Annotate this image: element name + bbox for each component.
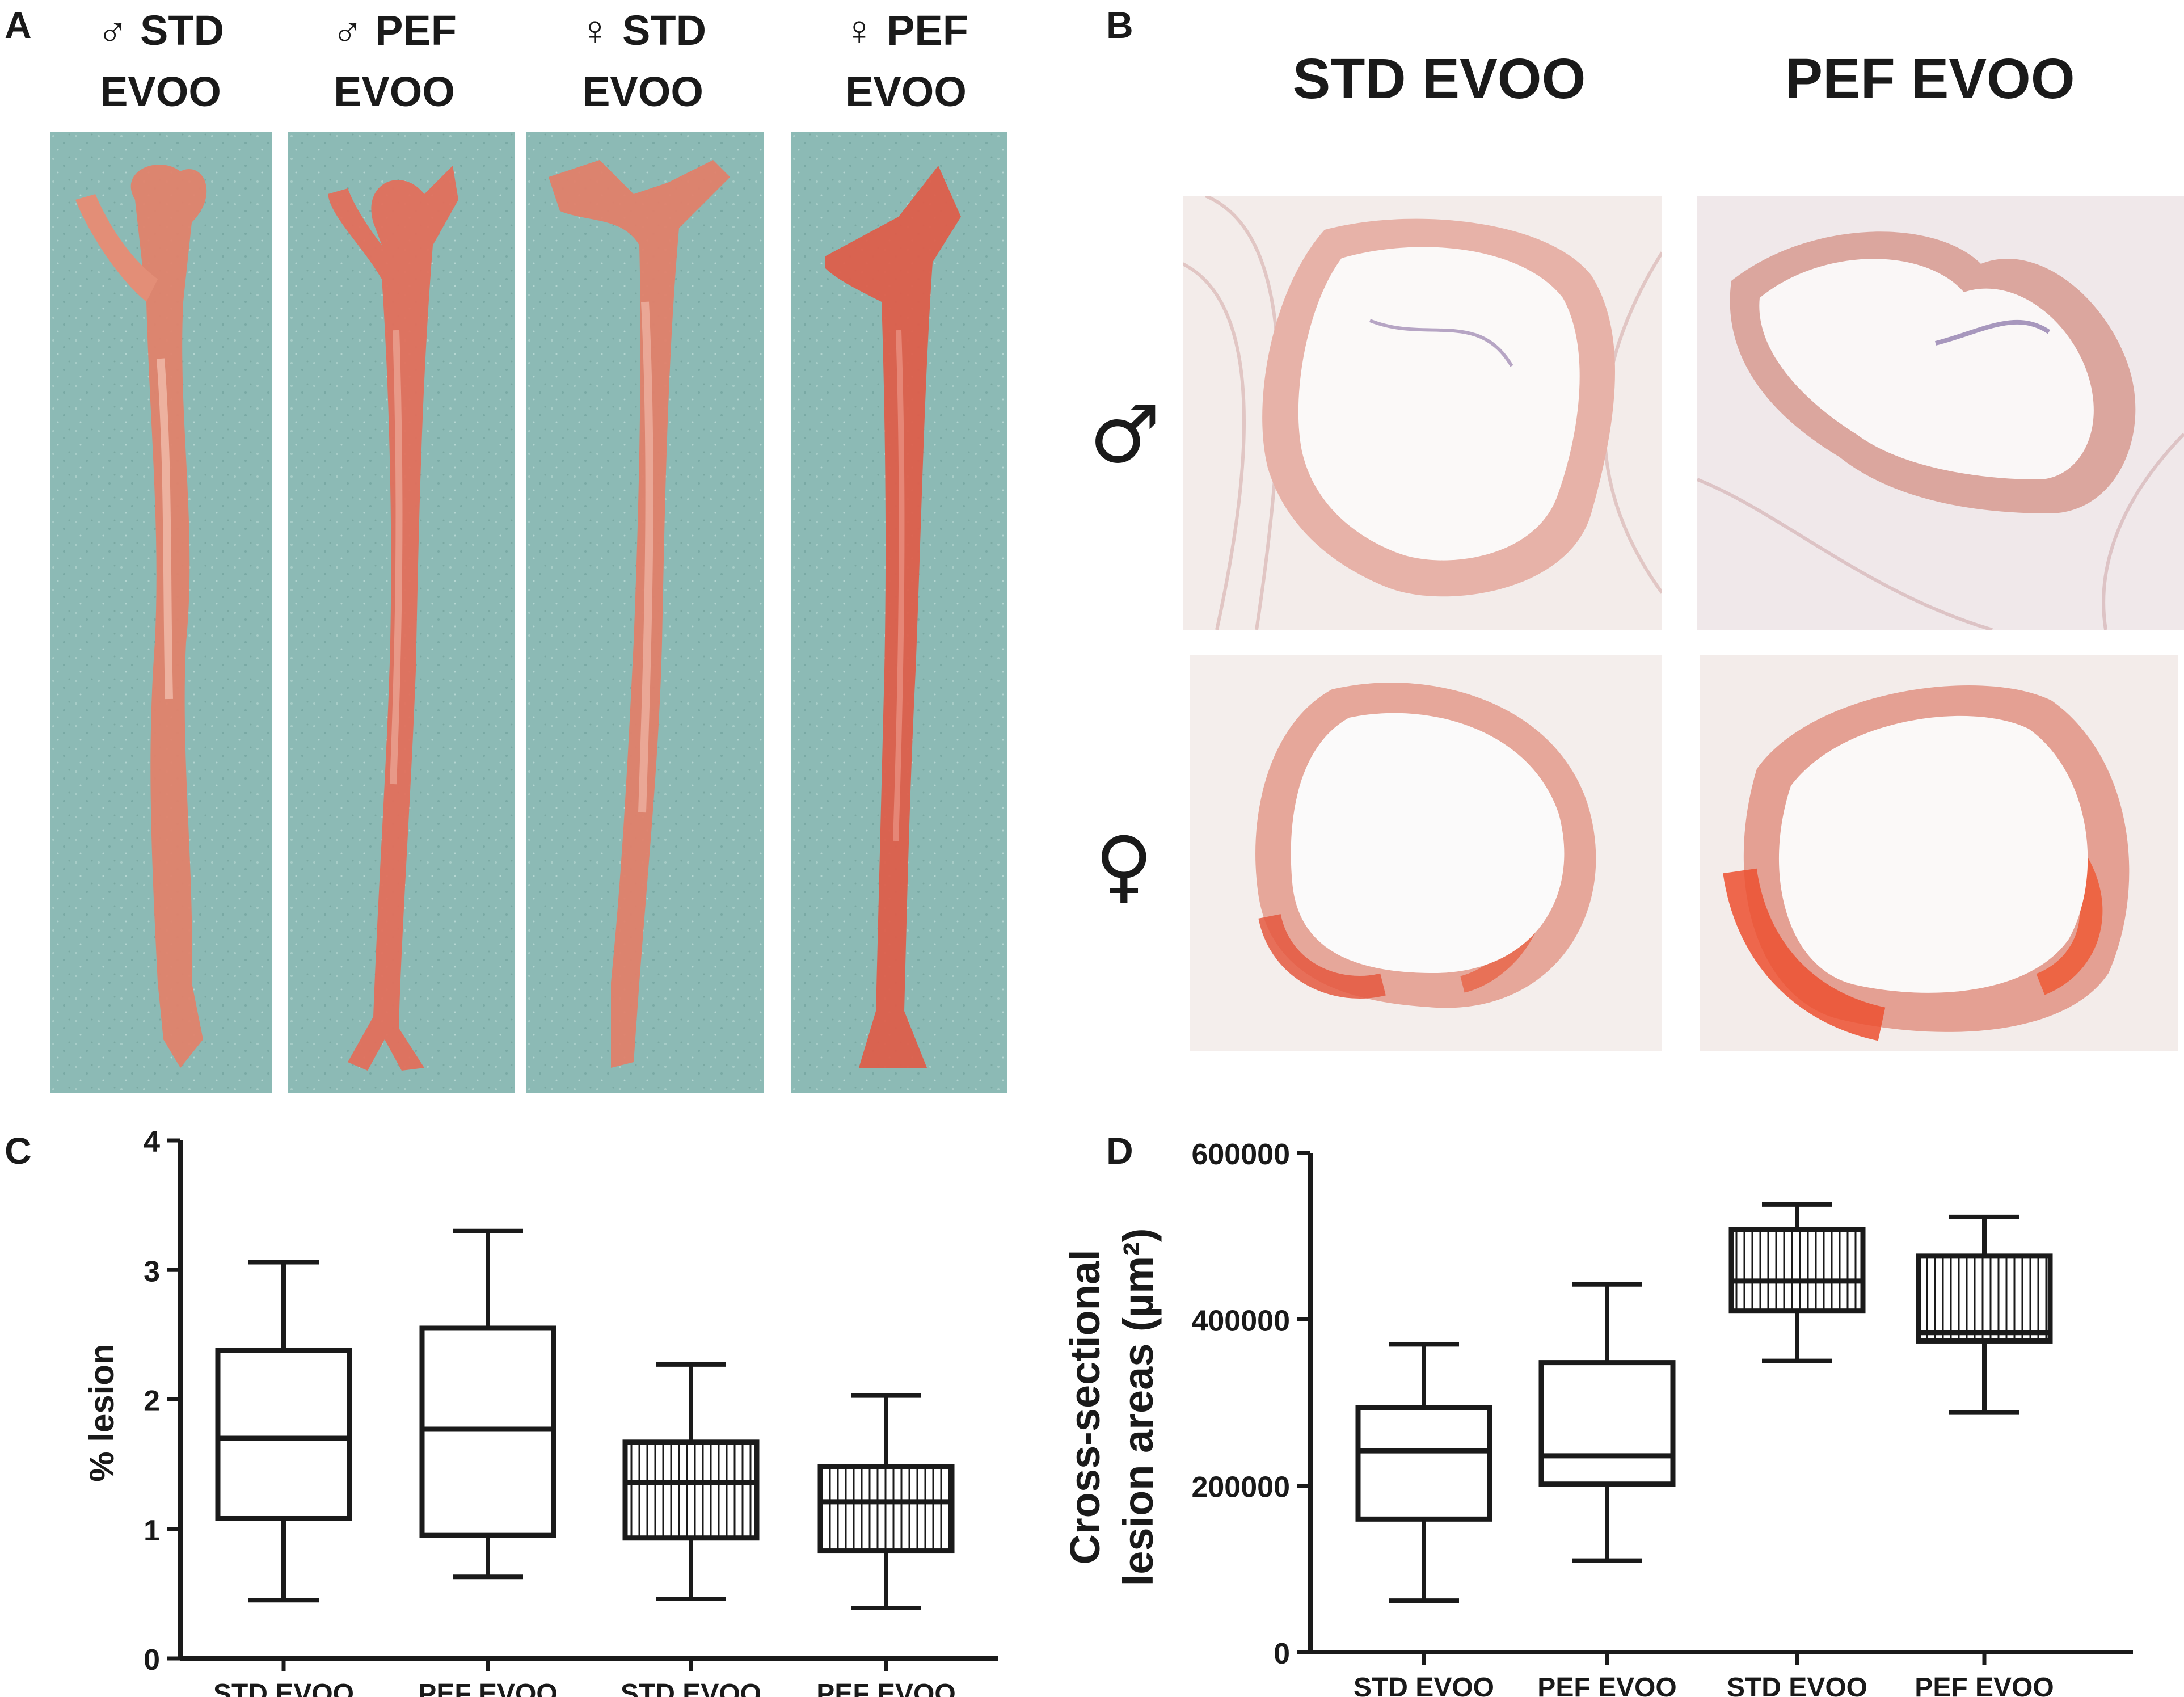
y-tick-label: 200000 (1191, 1471, 1290, 1504)
x-category-label: STD EVOO (1727, 1673, 1867, 1697)
x-category-label: STD EVOO (1354, 1673, 1494, 1697)
box-iqr (1538, 1360, 1676, 1487)
y-tick-label: 400000 (1191, 1304, 1290, 1337)
y-tick-label: 600000 (1191, 1138, 1290, 1171)
panel-d-letter: D (1106, 1130, 1133, 1172)
box-iqr (419, 1325, 556, 1538)
panel-a-label-3: ♀ STD EVOO (549, 0, 736, 123)
label-line2: EVOO (100, 68, 221, 115)
chart-d-cross-sectional-area: 0 200000 400000 600000 STD EVOO PEF EVOO STD E… (1061, 1138, 2133, 1697)
box-iqr (215, 1348, 352, 1521)
y-tick-label: 0 (1274, 1637, 1290, 1670)
x-category-label: STD EVOO (621, 1679, 761, 1697)
panel-a-label-4: ♀ PEF EVOO (812, 0, 1000, 123)
panel-a-label-2: ♂ PEF EVOO (301, 0, 488, 123)
panel-a-label-1: ♂ STD EVOO (67, 0, 254, 123)
panel-a-letter: A (5, 4, 32, 46)
y-tick-label: 3 (144, 1255, 160, 1288)
histology-male-std (1183, 196, 1662, 630)
panel-b-col-header-pef: PEF EVOO (1785, 47, 2075, 111)
box-iqr (622, 1439, 760, 1541)
label-line1: PEF (375, 7, 457, 54)
chart-c-lesion-percent: 0 1 2 3 4 STD EVOO PEF EVOO STD EVOO PEF EVOO % l… (83, 1126, 998, 1697)
label-line1: PEF (887, 7, 968, 54)
aorta-photo-female-pef (791, 132, 1007, 1093)
box-iqr (1728, 1227, 1866, 1314)
y-tick-label: 1 (144, 1514, 160, 1547)
aorta-photo-female-std (526, 132, 764, 1093)
x-category-label: PEF EVOO (816, 1679, 955, 1697)
y-axis-label: % lesion (83, 1344, 121, 1481)
male-symbol: ♂ (96, 7, 129, 54)
y-tick-label: 4 (144, 1126, 160, 1159)
y-axis-label-line2: lesion areas (µm²) (1115, 1228, 1162, 1586)
histology-female-pef (1700, 655, 2178, 1051)
x-category-label: PEF EVOO (418, 1679, 557, 1697)
label-line2: EVOO (582, 68, 703, 115)
panel-b-col-header-std: STD EVOO (1292, 47, 1586, 111)
male-symbol: ♂ (332, 7, 364, 54)
histology-male-pef (1697, 196, 2184, 630)
box-iqr (1916, 1253, 2053, 1344)
panel-c-letter: C (5, 1130, 32, 1172)
female-symbol: ♀ (844, 7, 875, 54)
aorta-photo-male-std (50, 132, 272, 1093)
box-iqr (1355, 1405, 1492, 1522)
label-line1: STD (140, 7, 225, 54)
aorta-photo-male-pef (288, 132, 515, 1093)
male-row-symbol: ♂ (1089, 389, 1161, 481)
label-line2: EVOO (334, 68, 455, 115)
histology-female-std (1190, 655, 1662, 1051)
y-tick-label: 2 (144, 1385, 160, 1418)
female-symbol: ♀ (579, 7, 611, 54)
x-category-label: PEF EVOO (1915, 1673, 2054, 1697)
label-line2: EVOO (845, 68, 967, 115)
female-row-symbol: ♀ (1095, 820, 1153, 912)
y-axis-label-line1: Cross-sectional (1061, 1249, 1108, 1564)
label-line1: STD (622, 7, 707, 54)
panel-b-letter: B (1106, 4, 1133, 46)
box-iqr (817, 1464, 955, 1554)
y-tick-label: 0 (144, 1644, 160, 1677)
x-category-label: STD EVOO (213, 1679, 354, 1697)
x-category-label: PEF EVOO (1537, 1673, 1676, 1697)
